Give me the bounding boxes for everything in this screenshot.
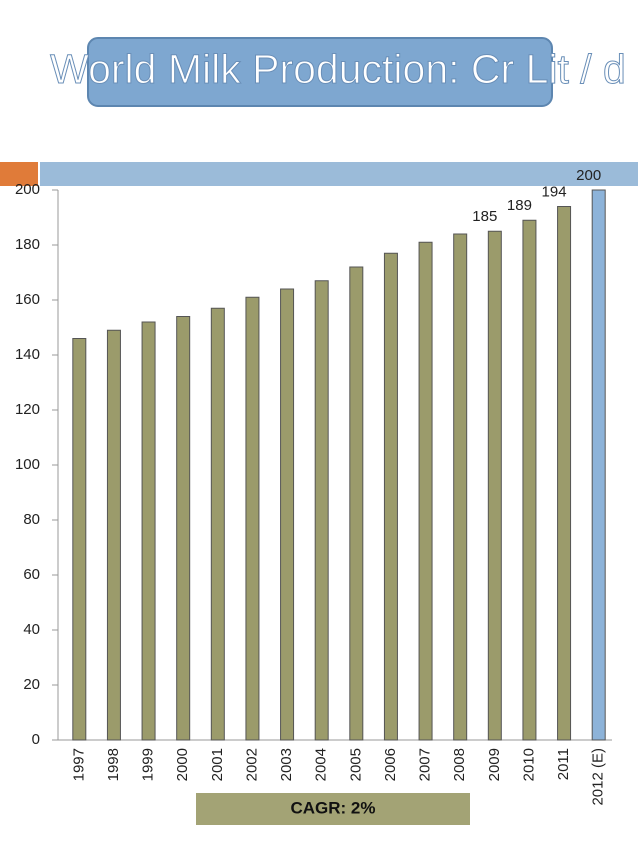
bar (349, 266, 364, 741)
value-label: 194 (542, 183, 567, 200)
bar (72, 338, 87, 741)
x-tick-label: 2012 (E) (590, 748, 607, 806)
bar (487, 230, 502, 741)
bar (453, 233, 468, 741)
x-tick-label: 2010 (520, 748, 537, 781)
y-tick-label: 140 (15, 346, 40, 363)
accent-band (40, 162, 638, 186)
x-tick-label: 2011 (555, 748, 572, 780)
x-tick-label: 2005 (347, 748, 364, 781)
bar (245, 296, 260, 741)
title-box (87, 37, 553, 107)
bar (522, 219, 537, 741)
bar (557, 206, 572, 741)
annotation-box (196, 793, 470, 825)
y-tick-label: 80 (23, 511, 40, 528)
y-tick-label: 160 (15, 291, 40, 308)
y-tick-label: 20 (23, 676, 40, 693)
x-tick-label: 2007 (417, 748, 434, 781)
x-tick-label: 2002 (243, 748, 260, 781)
x-tick-label: 2000 (174, 748, 191, 781)
value-label: 200 (576, 167, 601, 184)
y-tick-label: 200 (15, 181, 40, 198)
bar (591, 189, 606, 741)
value-label: 189 (507, 197, 532, 214)
y-tick-label: 60 (23, 566, 40, 583)
chart-title: World Milk Production: Cr Lit / d (50, 46, 626, 92)
x-tick-label: 2009 (486, 748, 503, 781)
bar (314, 280, 329, 741)
y-tick-label: 120 (15, 401, 40, 418)
bar (383, 252, 398, 741)
bar (106, 329, 121, 741)
y-tick-label: 100 (15, 456, 40, 473)
bar (418, 241, 433, 741)
x-tick-label: 2001 (209, 748, 226, 781)
annotation: CAGR: 2% (290, 798, 375, 817)
accent-square (0, 162, 38, 186)
bar (280, 288, 295, 741)
bar (141, 321, 156, 741)
bar (176, 316, 191, 741)
value-label: 185 (472, 208, 497, 225)
x-tick-label: 2004 (313, 748, 330, 781)
x-tick-label: 2006 (382, 748, 399, 781)
x-tick-label: 1997 (70, 748, 87, 781)
y-tick-label: 40 (23, 621, 40, 638)
x-tick-label: 2008 (451, 748, 468, 781)
bar (210, 307, 225, 741)
y-tick-label: 180 (15, 236, 40, 253)
x-tick-label: 1999 (140, 748, 157, 781)
y-tick-label: 0 (32, 731, 40, 748)
x-tick-label: 1998 (105, 748, 122, 781)
x-tick-label: 2003 (278, 748, 295, 781)
